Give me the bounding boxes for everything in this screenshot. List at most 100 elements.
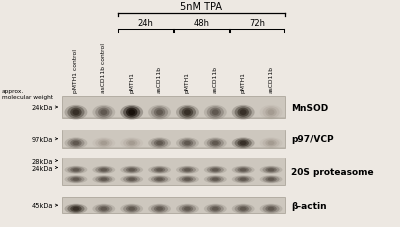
Ellipse shape — [156, 178, 163, 181]
Ellipse shape — [204, 175, 227, 183]
Ellipse shape — [232, 105, 255, 120]
Ellipse shape — [64, 175, 87, 183]
Ellipse shape — [182, 168, 193, 173]
Text: asCD11b: asCD11b — [268, 66, 274, 93]
Ellipse shape — [95, 205, 112, 213]
Ellipse shape — [126, 108, 138, 117]
Ellipse shape — [182, 177, 193, 182]
Ellipse shape — [176, 175, 199, 183]
Ellipse shape — [128, 110, 135, 116]
Ellipse shape — [156, 110, 163, 116]
Ellipse shape — [95, 139, 112, 148]
Ellipse shape — [232, 138, 255, 149]
Ellipse shape — [67, 167, 84, 173]
Ellipse shape — [207, 139, 224, 148]
Ellipse shape — [207, 107, 224, 119]
Ellipse shape — [92, 175, 115, 183]
Ellipse shape — [268, 141, 274, 146]
Ellipse shape — [151, 176, 168, 183]
Ellipse shape — [204, 138, 227, 149]
Ellipse shape — [100, 110, 107, 116]
Ellipse shape — [265, 206, 277, 212]
Ellipse shape — [238, 177, 249, 182]
Text: 97kDa: 97kDa — [32, 136, 53, 142]
Bar — [62, 198, 284, 213]
Text: pMTH1: pMTH1 — [129, 72, 134, 93]
Ellipse shape — [123, 205, 140, 213]
Ellipse shape — [240, 110, 247, 116]
Ellipse shape — [154, 168, 165, 173]
Bar — [62, 97, 285, 118]
Ellipse shape — [95, 167, 112, 173]
Ellipse shape — [212, 110, 219, 116]
Ellipse shape — [235, 205, 252, 213]
Text: asCD11b: asCD11b — [213, 66, 218, 93]
Ellipse shape — [210, 140, 221, 147]
Ellipse shape — [212, 141, 219, 146]
Ellipse shape — [176, 204, 199, 214]
Ellipse shape — [204, 105, 227, 120]
Ellipse shape — [92, 204, 115, 214]
Ellipse shape — [176, 166, 199, 174]
Ellipse shape — [182, 140, 193, 147]
Ellipse shape — [207, 205, 224, 213]
Ellipse shape — [235, 167, 252, 173]
Text: 20S proteasome: 20S proteasome — [291, 167, 374, 176]
Ellipse shape — [210, 206, 221, 212]
Ellipse shape — [64, 166, 87, 174]
Bar — [62, 197, 285, 213]
Text: pMTH1 control: pMTH1 control — [74, 49, 78, 93]
Text: approx.
molecular weight: approx. molecular weight — [2, 89, 53, 99]
Ellipse shape — [72, 178, 79, 181]
Ellipse shape — [176, 105, 199, 120]
Bar — [62, 97, 284, 118]
Ellipse shape — [268, 110, 274, 116]
Text: 24kDa: 24kDa — [32, 165, 53, 171]
Ellipse shape — [70, 168, 82, 173]
Ellipse shape — [262, 176, 280, 183]
Ellipse shape — [238, 140, 249, 147]
Ellipse shape — [64, 138, 87, 149]
Ellipse shape — [67, 139, 84, 148]
Text: β-actin: β-actin — [291, 201, 327, 210]
Ellipse shape — [179, 139, 196, 148]
Ellipse shape — [207, 176, 224, 183]
Ellipse shape — [154, 177, 165, 182]
Ellipse shape — [262, 139, 280, 148]
Ellipse shape — [265, 177, 277, 182]
Ellipse shape — [210, 168, 221, 173]
Text: p97/VCP: p97/VCP — [291, 135, 334, 144]
Text: asCD11b control: asCD11b control — [101, 43, 106, 93]
Ellipse shape — [123, 107, 140, 119]
Ellipse shape — [148, 166, 171, 174]
Ellipse shape — [268, 168, 274, 172]
Ellipse shape — [182, 206, 193, 212]
Ellipse shape — [98, 108, 110, 117]
Bar — [62, 130, 285, 148]
Ellipse shape — [204, 204, 227, 214]
Text: 5nM TPA: 5nM TPA — [180, 2, 222, 12]
Ellipse shape — [98, 168, 110, 173]
Ellipse shape — [120, 166, 143, 174]
Bar — [62, 131, 284, 148]
Ellipse shape — [232, 175, 255, 183]
Ellipse shape — [268, 207, 274, 211]
Ellipse shape — [240, 141, 247, 146]
Ellipse shape — [184, 141, 191, 146]
Ellipse shape — [151, 205, 168, 213]
Ellipse shape — [184, 207, 191, 211]
Text: 24h: 24h — [138, 19, 154, 28]
Ellipse shape — [210, 177, 221, 182]
Ellipse shape — [262, 167, 280, 173]
Ellipse shape — [265, 168, 277, 173]
Ellipse shape — [235, 107, 252, 119]
Ellipse shape — [95, 107, 112, 119]
Ellipse shape — [260, 204, 282, 214]
Ellipse shape — [210, 108, 221, 117]
Ellipse shape — [268, 178, 274, 181]
Ellipse shape — [72, 110, 79, 116]
Ellipse shape — [148, 204, 171, 214]
Ellipse shape — [235, 176, 252, 183]
Text: 28kDa: 28kDa — [32, 158, 53, 164]
Text: asCD11b: asCD11b — [157, 66, 162, 93]
